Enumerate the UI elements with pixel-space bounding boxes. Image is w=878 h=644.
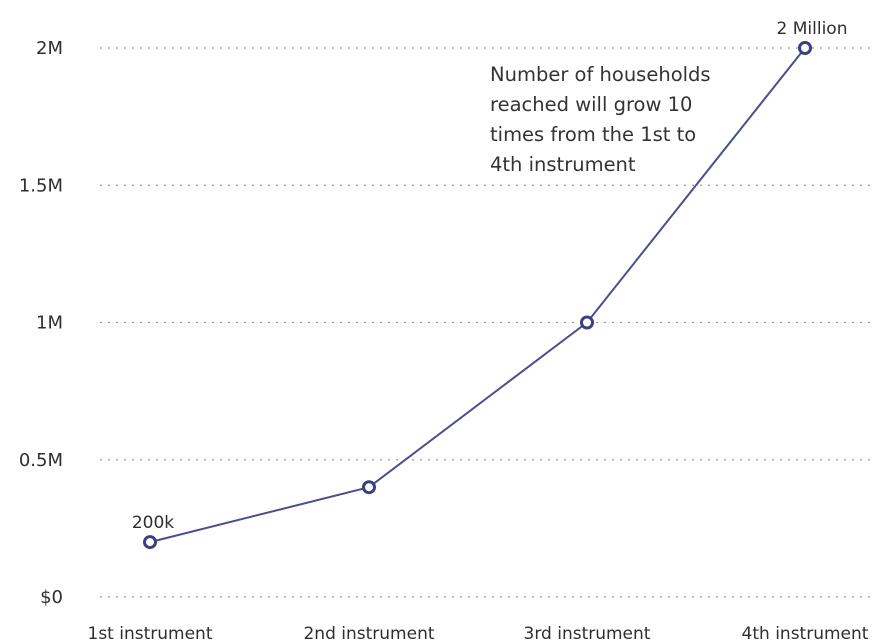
gridlines	[100, 47, 870, 598]
x-axis-tick-labels: 1st instrument 2nd instrument 3rd instrume…	[88, 624, 869, 644]
series-line	[149, 47, 806, 544]
x-tick-label-2: 3rd instrument	[524, 624, 651, 644]
data-label-0: 200k	[132, 513, 174, 533]
annotation-line-3: 4th instrument	[490, 153, 636, 176]
x-tick-label-1: 2nd instrument	[303, 624, 434, 644]
series	[143, 41, 812, 550]
data-point-2	[580, 315, 594, 330]
data-point-0	[143, 535, 157, 550]
y-tick-label-3: 1.5M	[19, 175, 63, 196]
annotation-line-0: Number of households	[490, 63, 711, 86]
y-tick-label-4: 2M	[36, 38, 63, 59]
y-axis-tick-labels: $0 0.5M 1M 1.5M 2M	[19, 38, 63, 608]
annotation-line-2: times from the 1st to	[490, 123, 696, 146]
annotation: Number of households reached will grow 10…	[490, 63, 711, 176]
data-point-1	[362, 480, 376, 495]
data-labels: 200k 2 Million	[132, 19, 848, 533]
y-tick-label-1: 0.5M	[19, 450, 63, 471]
y-tick-label-0: $0	[40, 587, 63, 608]
data-label-3: 2 Million	[777, 19, 848, 39]
data-point-3	[798, 41, 812, 55]
annotation-text: Number of households reached will grow 10…	[490, 63, 711, 176]
annotation-line-1: reached will grow 10	[490, 93, 692, 116]
x-tick-label-3: 4th instrument	[742, 624, 869, 644]
y-tick-label-2: 1M	[36, 313, 63, 334]
x-tick-label-0: 1st instrument	[88, 624, 213, 644]
